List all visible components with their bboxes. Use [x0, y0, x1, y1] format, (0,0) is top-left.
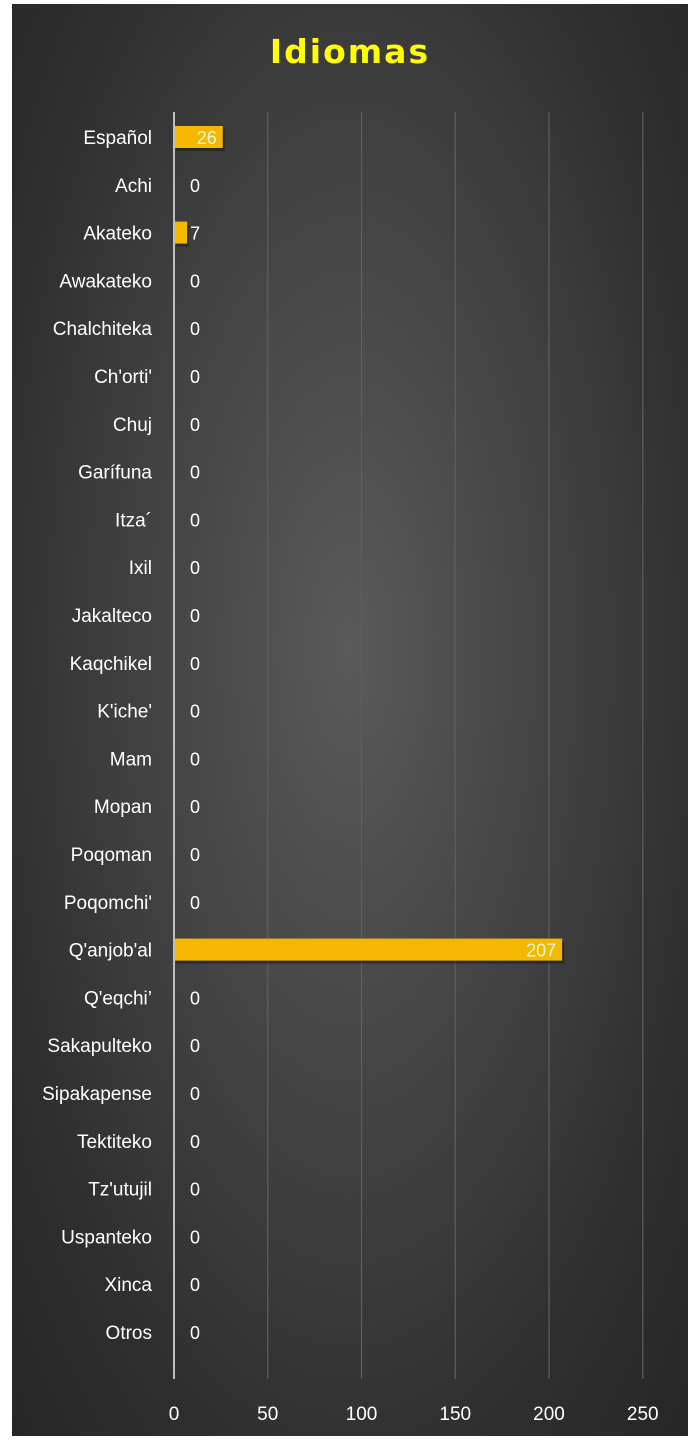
data-label: 0: [190, 702, 200, 722]
category-label: Tektiteko: [77, 1132, 152, 1153]
category-label: Akateko: [83, 224, 152, 245]
x-tick-label: 250: [627, 1404, 659, 1425]
data-label: 0: [190, 797, 200, 817]
data-label: 0: [190, 606, 200, 626]
data-label: 0: [190, 319, 200, 339]
data-label: 0: [190, 415, 200, 435]
category-label: Q'eqchi’: [84, 988, 152, 1009]
category-label: Tz'utujil: [88, 1180, 152, 1201]
category-label: Kaqchikel: [70, 654, 152, 675]
data-label: 0: [190, 1036, 200, 1056]
category-label: Español: [83, 128, 152, 149]
data-label: 0: [190, 463, 200, 483]
x-tick-label: 200: [533, 1404, 565, 1425]
data-label: 0: [190, 654, 200, 674]
data-label: 0: [190, 749, 200, 769]
category-label: Q'anjob'al: [69, 941, 152, 962]
category-label: Mopan: [94, 797, 152, 818]
data-label: 0: [190, 1275, 200, 1295]
chart-title: Idiomas: [269, 32, 431, 71]
data-label: 26: [197, 128, 217, 148]
data-label: 0: [190, 367, 200, 387]
category-label: Garífuna: [78, 463, 152, 484]
category-label: Ch'orti': [94, 367, 152, 388]
category-label: Uspanteko: [61, 1227, 152, 1248]
x-tick-label: 100: [346, 1404, 378, 1425]
bar: [174, 221, 188, 244]
category-label: Itza´: [115, 510, 152, 531]
category-label: Chuj: [113, 415, 152, 436]
category-label: Achi: [115, 176, 152, 197]
data-label: 0: [190, 988, 200, 1008]
chart-area: Idiomas 0 50 100 150 200 250 Español 26 Achi 0 Aka…: [12, 4, 688, 1436]
data-label: 0: [190, 845, 200, 865]
data-label: 0: [190, 176, 200, 196]
data-label: 0: [190, 1227, 200, 1247]
category-label: Chalchiteka: [53, 319, 153, 340]
category-label: Poqoman: [71, 845, 152, 866]
category-label: Awakateko: [59, 271, 152, 292]
category-label: Poqomchi': [64, 893, 152, 914]
bar-chart: 0 50 100 150 200 250 Español 26 Achi 0 Akateko 7 Awa…: [42, 112, 659, 1425]
data-label: 0: [190, 558, 200, 578]
x-tick-label: 150: [439, 1404, 471, 1425]
bar: [174, 938, 563, 961]
category-label: Mam: [110, 749, 152, 770]
category-label: Xinca: [104, 1275, 152, 1296]
category-label: Sakapulteko: [47, 1036, 152, 1057]
data-label: 0: [190, 1084, 200, 1104]
data-label: 0: [190, 271, 200, 291]
category-label: Ixil: [129, 558, 152, 579]
data-label: 0: [190, 893, 200, 913]
data-label: 7: [190, 224, 200, 244]
bar: [174, 126, 223, 148]
data-label: 0: [190, 1323, 200, 1343]
category-label: K'iche': [97, 702, 152, 723]
x-tick-label: 0: [169, 1404, 180, 1425]
category-label: Jakalteco: [72, 606, 152, 627]
data-label: 0: [190, 1180, 200, 1200]
category-label: Sipakapense: [42, 1084, 152, 1105]
data-label: 207: [526, 941, 556, 961]
category-label: Otros: [106, 1323, 152, 1344]
data-label: 0: [190, 1132, 200, 1152]
x-tick-label: 50: [257, 1404, 278, 1425]
data-label: 0: [190, 510, 200, 530]
